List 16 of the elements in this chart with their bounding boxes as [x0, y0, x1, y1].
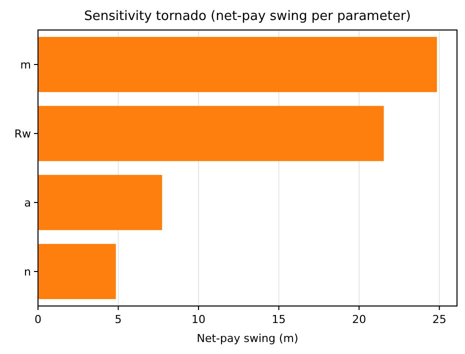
bar — [38, 174, 162, 230]
y-tick-label: n — [24, 265, 32, 278]
bar — [38, 244, 116, 300]
x-tick-label: 25 — [432, 313, 446, 326]
chart-title: Sensitivity tornado (net-pay swing per parameter) — [84, 9, 411, 24]
bar — [38, 36, 437, 92]
x-tick-label: 0 — [34, 313, 42, 326]
y-tick-label: a — [24, 196, 31, 210]
x-tick-label: 10 — [192, 313, 206, 326]
x-tick-label: 15 — [272, 313, 286, 326]
x-axis-title: Net-pay swing (m) — [196, 332, 298, 345]
x-tick-label: 20 — [352, 313, 366, 326]
bar — [38, 106, 384, 162]
y-tick-label: m — [20, 58, 31, 72]
y-tick-label: Rw — [14, 127, 31, 140]
x-tick-label: 5 — [114, 313, 122, 326]
